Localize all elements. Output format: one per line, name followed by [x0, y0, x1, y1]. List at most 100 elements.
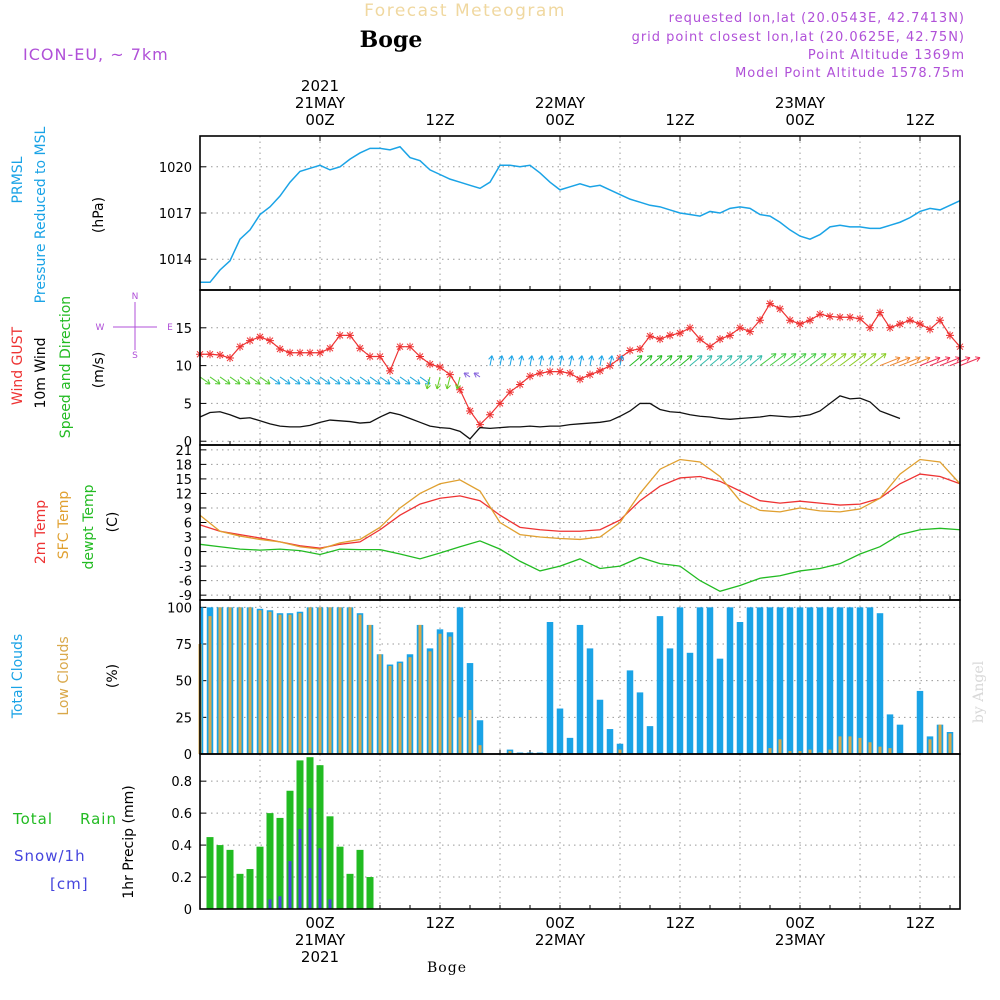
wind-arrow-head	[568, 355, 575, 361]
ytick-label: 1017	[159, 207, 192, 222]
snow-bar	[318, 848, 322, 909]
wind-arrow-head	[314, 379, 321, 385]
wind-arrow	[709, 355, 723, 366]
total-cloud-bar	[606, 729, 614, 754]
gust-marker	[296, 348, 304, 357]
wind-arrow	[679, 355, 693, 366]
time-label-bottom: 12Z	[665, 914, 694, 932]
total-cloud-bar	[201, 607, 204, 754]
wind-arrow-head	[374, 379, 381, 385]
total-cloud-bar	[456, 607, 464, 754]
total-cloud-bar	[576, 624, 584, 754]
wind-arrow	[799, 353, 817, 367]
compass-north: N	[132, 292, 139, 302]
low-cloud-bar	[838, 736, 842, 754]
wind-arrow	[929, 357, 951, 367]
wind-arrow-head	[508, 355, 515, 361]
gust-marker	[776, 304, 784, 313]
model-label: ICON-EU, ~ 7km	[23, 45, 169, 64]
rain-bar	[246, 869, 254, 909]
total-cloud-bar	[806, 607, 814, 754]
wind-arrow-head	[414, 379, 421, 385]
wind-arrow-head	[518, 355, 525, 361]
gust-marker	[736, 323, 744, 332]
low-cloud-bar	[828, 749, 832, 754]
low-cloud-bar	[368, 624, 372, 754]
wind-arrow	[899, 357, 921, 367]
wind-arrow-head	[840, 353, 847, 359]
low-cloud-bar	[878, 746, 882, 754]
low-cloud-bar	[508, 751, 512, 754]
wind-arrow-head	[830, 353, 837, 359]
time-label-top: 23MAY	[775, 94, 826, 112]
gust-marker	[266, 336, 274, 345]
low-cloud-bar	[228, 607, 232, 754]
time-label-top: 22MAY	[535, 94, 586, 112]
wind-arrow	[399, 376, 411, 385]
sfc-temp-label: SFC Temp	[56, 491, 72, 560]
gust-marker	[836, 313, 844, 322]
time-label-top: 12Z	[425, 111, 454, 129]
total-cloud-bar	[686, 652, 694, 754]
wind-arrow	[719, 355, 733, 366]
gust-marker	[566, 369, 574, 378]
ytick-label: 12	[175, 487, 192, 502]
low-cloud-bar	[308, 607, 312, 754]
wind-arrow	[919, 357, 941, 367]
low-cloud-bar	[888, 748, 892, 754]
wind-arrow-head	[204, 379, 211, 385]
gust-marker	[596, 366, 604, 375]
time-label-bottom: 12Z	[425, 914, 454, 932]
gust-marker	[756, 316, 764, 325]
snow-bar	[288, 861, 292, 909]
gust-marker	[486, 410, 494, 419]
requested-coords: requested lon,lat (20.0543E, 42.7413N)	[669, 11, 965, 26]
wind-arrow	[519, 355, 523, 366]
gust-marker	[606, 361, 614, 370]
wind-arrow-head	[445, 384, 451, 390]
wind-arrow-head	[696, 355, 703, 361]
wind-arrow	[889, 357, 911, 367]
precip-unit: 1hr Precip (mm)	[121, 785, 137, 898]
gust-marker	[876, 308, 884, 317]
low-cloud-bar	[238, 607, 242, 754]
temp-unit: (C)	[105, 512, 121, 533]
wind-arrow	[629, 355, 643, 366]
low-cloud-bar	[458, 717, 462, 754]
gust-marker	[576, 375, 584, 384]
low-cloud-bar	[358, 614, 362, 754]
gust-marker	[546, 367, 554, 376]
wind-arrow	[219, 376, 231, 385]
wind-arrow-head	[860, 353, 867, 359]
gust-marker	[556, 367, 564, 376]
gust-marker	[416, 352, 424, 361]
ytick-label: 75	[175, 638, 192, 653]
gust-marker	[926, 325, 934, 334]
low-cloud-bar	[438, 633, 442, 754]
time-label-top: 2021	[301, 77, 339, 95]
gust-marker	[676, 329, 684, 338]
wind-arrow-head	[944, 356, 951, 362]
total-cloud-bar	[876, 613, 884, 754]
low-cloud-bar	[328, 607, 332, 754]
wind-arrow	[289, 376, 301, 385]
wind-arrow	[359, 376, 371, 385]
rain-bar	[256, 846, 264, 909]
wind-arrow	[409, 376, 421, 385]
low-cloud-bar	[288, 614, 292, 754]
wind-arrow-head	[770, 353, 777, 359]
gust-marker	[826, 312, 834, 321]
gust-marker	[746, 327, 754, 336]
wind-arrow	[379, 376, 391, 385]
gust-marker	[666, 331, 674, 340]
ytick-label: 21	[175, 444, 192, 459]
wind-arrow	[619, 355, 623, 366]
low-cloud-bar	[868, 742, 872, 754]
wind-arrow-head	[706, 355, 713, 361]
wind-arrow-head	[974, 356, 981, 362]
low-cloud-bar	[808, 749, 812, 754]
wind-arrow	[549, 355, 553, 366]
ytick-label: 0.8	[171, 775, 192, 790]
total-cloud-bar	[466, 663, 474, 754]
rain-bar	[216, 845, 224, 909]
